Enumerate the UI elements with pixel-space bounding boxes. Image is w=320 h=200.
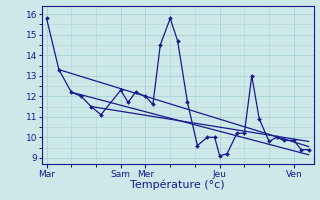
X-axis label: Température (°c): Température (°c)	[130, 180, 225, 190]
